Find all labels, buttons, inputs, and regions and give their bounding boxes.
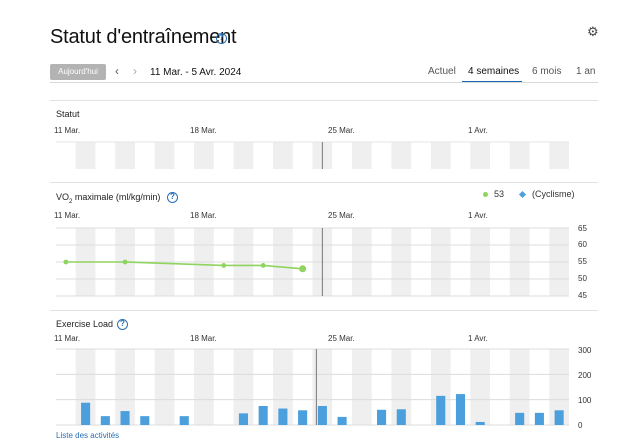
- vo2-data-point: [299, 265, 307, 273]
- tab-4-semaines[interactable]: 4 semaines: [468, 66, 520, 77]
- load-y-tick: 0: [578, 421, 583, 430]
- load-bar: [396, 409, 406, 425]
- legend-item-vo2: 53: [483, 189, 504, 199]
- day-band: [549, 142, 569, 169]
- day-band: [233, 142, 254, 169]
- legend-item-cycling: (Cyclisme): [518, 189, 575, 199]
- load-bar: [475, 421, 485, 425]
- day-band: [312, 349, 333, 425]
- day-band: [75, 349, 96, 425]
- load-bar: [140, 416, 150, 425]
- chevron-right-icon[interactable]: ›: [133, 64, 137, 78]
- tab-1-an[interactable]: 1 an: [576, 66, 596, 77]
- today-button[interactable]: Aujourd'hui: [50, 64, 106, 80]
- day-band: [115, 349, 135, 425]
- load-bar: [377, 409, 387, 425]
- load-bar: [337, 416, 347, 425]
- vo2-y-tick: 65: [578, 224, 587, 233]
- vo2-section-label: VO2 maximale (ml/kg/min): [56, 192, 161, 205]
- load-bar: [238, 413, 248, 425]
- help-circle-icon[interactable]: ?: [167, 192, 178, 203]
- load-bar: [436, 395, 446, 425]
- day-band: [470, 142, 491, 169]
- load-bar: [455, 394, 466, 425]
- date-tick: 1 Avr.: [468, 211, 488, 220]
- load-bar: [278, 408, 288, 425]
- vo2-data-point: [260, 263, 266, 268]
- help-circle-icon[interactable]: ?: [216, 33, 227, 44]
- activities-list-link[interactable]: Liste des activités: [56, 431, 120, 440]
- load-chart: [56, 348, 569, 426]
- vo2-data-point: [122, 259, 128, 265]
- day-band: [391, 349, 412, 425]
- date-tick: 18 Mar.: [190, 211, 217, 220]
- day-band: [430, 349, 451, 425]
- day-band: [509, 142, 530, 169]
- date-tick: 25 Mar.: [328, 126, 355, 135]
- page-title: Statut d'entraînement: [50, 26, 237, 48]
- day-band: [154, 142, 175, 169]
- day-band: [273, 142, 293, 169]
- vo2-chart: [56, 227, 569, 297]
- load-bar: [554, 410, 564, 425]
- day-band: [470, 349, 491, 425]
- day-band: [115, 142, 135, 169]
- day-band: [509, 349, 530, 425]
- day-band: [194, 142, 214, 169]
- load-bar: [120, 411, 130, 425]
- day-band: [154, 349, 175, 425]
- date-tick: 1 Avr.: [468, 126, 488, 135]
- vo2-y-tick: 60: [578, 240, 587, 249]
- load-y-tick: 200: [578, 371, 592, 380]
- day-band: [351, 142, 372, 169]
- vo2-y-tick: 55: [578, 257, 587, 266]
- toolbar-divider: [50, 82, 598, 83]
- date-range-label: 11 Mar. - 5 Avr. 2024: [150, 67, 242, 78]
- tab-6-mois[interactable]: 6 mois: [532, 66, 562, 77]
- chevron-left-icon[interactable]: ‹: [115, 64, 119, 78]
- load-y-tick: 300: [578, 346, 592, 355]
- day-band: [549, 349, 569, 425]
- load-bar: [298, 410, 308, 425]
- day-band: [75, 142, 96, 169]
- load-bar: [179, 416, 189, 425]
- status-chart: [56, 141, 569, 169]
- date-tick: 25 Mar.: [328, 334, 355, 343]
- vo2-y-tick: 50: [578, 274, 587, 283]
- date-tick: 18 Mar.: [190, 126, 217, 135]
- vo2-data-point: [221, 263, 227, 268]
- section-divider: [50, 100, 598, 101]
- vo2-y-tick: 45: [578, 291, 587, 300]
- load-bar: [100, 416, 110, 425]
- section-divider: [50, 182, 598, 183]
- day-band: [194, 349, 214, 425]
- date-tick: 1 Avr.: [468, 334, 488, 343]
- date-tick: 11 Mar.: [54, 334, 81, 343]
- load-bar: [81, 402, 91, 425]
- day-band: [233, 349, 254, 425]
- status-section-label: Statut: [56, 109, 80, 119]
- legend-dot-icon: [483, 192, 488, 198]
- day-band: [351, 349, 372, 425]
- date-tick: 11 Mar.: [54, 126, 81, 135]
- date-tick: 18 Mar.: [190, 334, 217, 343]
- section-divider: [50, 310, 598, 311]
- load-bar: [317, 406, 327, 425]
- day-band: [391, 142, 412, 169]
- load-section-label: Exercise Load: [56, 319, 114, 329]
- tab-actuel[interactable]: Actuel: [428, 66, 456, 77]
- day-band: [430, 142, 451, 169]
- date-tick: 25 Mar.: [328, 211, 355, 220]
- help-circle-icon[interactable]: ?: [117, 319, 128, 330]
- load-y-tick: 100: [578, 396, 592, 405]
- vo2-data-point: [63, 259, 69, 265]
- gear-icon[interactable]: ⚙: [587, 24, 599, 39]
- vo2-series-line: [65, 261, 303, 270]
- load-bar: [515, 412, 525, 425]
- load-bar: [258, 406, 268, 425]
- date-tick: 11 Mar.: [54, 211, 81, 220]
- load-bar: [534, 412, 544, 425]
- day-band: [273, 349, 293, 425]
